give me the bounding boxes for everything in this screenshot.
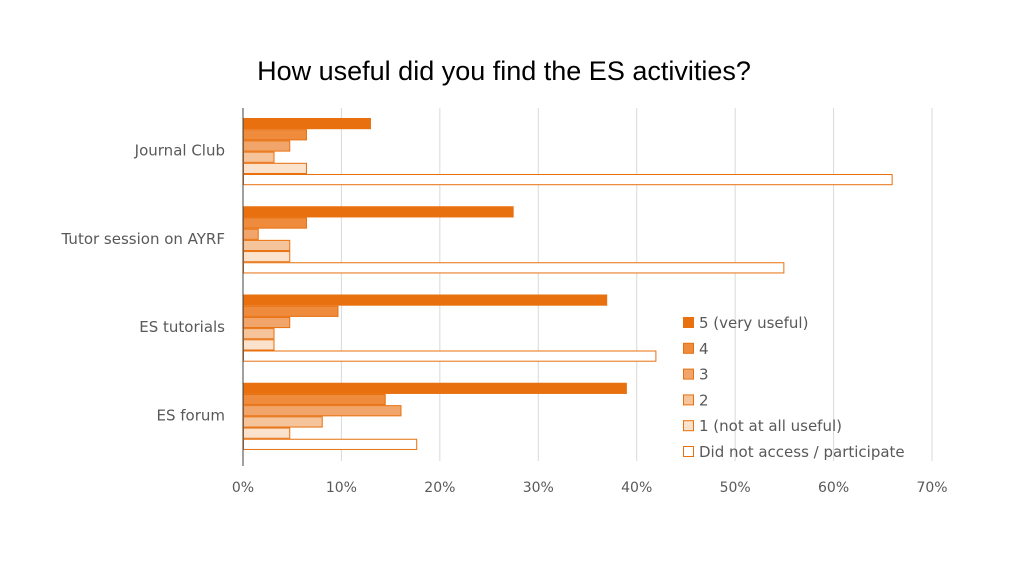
x-tick-label: 50% bbox=[720, 480, 751, 496]
legend-label: 2 bbox=[699, 391, 709, 409]
x-tick-label: 60% bbox=[818, 480, 849, 496]
chart-title: How useful did you find the ES activitie… bbox=[257, 56, 751, 86]
bar bbox=[243, 151, 275, 163]
legend-swatch bbox=[683, 394, 694, 406]
bar bbox=[243, 129, 307, 141]
legend-swatch bbox=[683, 446, 694, 457]
bar bbox=[243, 405, 402, 417]
legend-label: 1 (not at all useful) bbox=[699, 417, 842, 435]
bar bbox=[243, 140, 291, 152]
legend-swatch bbox=[683, 368, 694, 380]
legend-label: 3 bbox=[699, 366, 709, 384]
bar bbox=[243, 328, 275, 340]
bar bbox=[243, 427, 291, 439]
bar bbox=[243, 251, 291, 263]
legend-swatch bbox=[683, 420, 694, 432]
legend-swatch bbox=[683, 317, 694, 328]
bar bbox=[243, 305, 339, 317]
bar bbox=[243, 382, 627, 394]
gridlines bbox=[340, 108, 933, 461]
bar bbox=[243, 262, 785, 274]
bar bbox=[243, 217, 307, 229]
bar bbox=[243, 294, 608, 306]
bar bbox=[243, 339, 275, 351]
category-label: Tutor session on AYRF bbox=[61, 230, 225, 248]
bar bbox=[243, 239, 291, 252]
bar bbox=[243, 316, 291, 329]
x-tick-label: 10% bbox=[326, 480, 357, 496]
bar bbox=[243, 118, 371, 130]
bar bbox=[243, 162, 307, 175]
bar bbox=[243, 438, 418, 450]
x-tick-label: 70% bbox=[916, 480, 947, 496]
category-label: Journal Club bbox=[134, 142, 225, 160]
bar bbox=[243, 228, 259, 240]
x-tick-label: 20% bbox=[424, 480, 455, 496]
bar bbox=[243, 350, 657, 362]
x-tick-label: 30% bbox=[523, 480, 554, 496]
labels: 0% 10% 20% 30% 40% 50% 60% 70% Journal Club Tutor… bbox=[61, 142, 948, 496]
bar bbox=[243, 174, 893, 186]
legend: 5 (very useful) 4 3 2 1 (not at all useful) D… bbox=[683, 314, 905, 461]
category-label: ES tutorials bbox=[139, 318, 225, 336]
legend-label: Did not access / participate bbox=[699, 443, 905, 461]
x-tick-label: 40% bbox=[621, 480, 652, 496]
category-label: ES forum bbox=[156, 406, 225, 424]
bar bbox=[243, 416, 323, 428]
legend-swatch bbox=[683, 342, 694, 354]
x-tick-label: 0% bbox=[232, 480, 254, 496]
legend-label: 4 bbox=[699, 340, 709, 358]
legend-label: 5 (very useful) bbox=[699, 314, 808, 332]
bars bbox=[243, 118, 893, 450]
bar bbox=[243, 393, 386, 406]
bar bbox=[243, 206, 514, 218]
